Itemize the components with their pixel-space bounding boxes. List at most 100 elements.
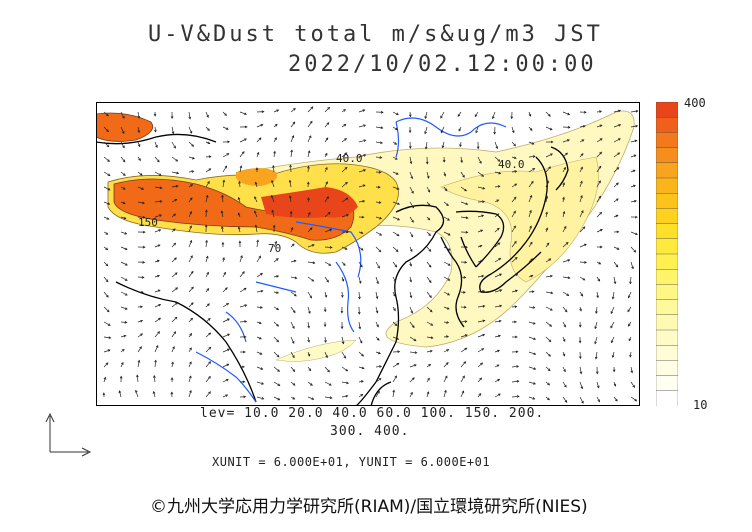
wind-arrowhead <box>479 244 483 248</box>
wind-arrow <box>103 111 109 117</box>
wind-arrow <box>290 291 297 297</box>
wind-arrow <box>273 109 279 113</box>
wind-arrowhead <box>599 151 603 155</box>
wind-arrowhead <box>595 311 598 315</box>
wind-arrowhead <box>482 333 486 337</box>
wind-arrowhead <box>237 196 241 200</box>
wind-arrow <box>205 111 209 118</box>
wind-arrowhead <box>440 130 444 134</box>
wind-arrowhead <box>581 400 584 404</box>
wind-arrow <box>137 201 145 204</box>
wind-arrowhead <box>511 130 515 134</box>
wind-arrowhead <box>595 371 599 375</box>
wind-arrow <box>239 271 245 278</box>
wind-arrowhead <box>409 295 413 299</box>
wind-arrowhead <box>379 365 383 368</box>
wind-arrowhead <box>243 335 247 339</box>
wind-arrow <box>256 137 262 143</box>
wind-arrowhead <box>440 115 443 119</box>
wind-arrowhead <box>159 200 163 203</box>
wind-arrow <box>358 246 364 251</box>
wind-arrowhead <box>514 240 517 244</box>
wind-arrowhead <box>106 309 110 313</box>
wind-arrowhead <box>174 316 178 320</box>
contour-levels-line2: 300. 400. <box>330 424 410 439</box>
wind-arrowhead <box>444 375 448 379</box>
wind-arrowhead <box>261 397 265 400</box>
wind-arrow <box>188 302 194 308</box>
wind-arrow <box>341 246 348 250</box>
wind-arrowhead <box>124 247 128 251</box>
wind-arrowhead <box>530 258 534 262</box>
wind-arrow <box>460 321 467 323</box>
wind-arrow <box>528 225 532 233</box>
wind-arrowhead <box>413 338 417 342</box>
wind-arrowhead <box>613 281 617 285</box>
wind-arrow <box>375 391 380 398</box>
wind-arrowhead <box>207 141 211 145</box>
wind-arrow <box>358 169 366 173</box>
wind-arrow <box>205 168 211 173</box>
wind-arrow <box>511 141 516 147</box>
wind-arrowhead <box>566 139 570 142</box>
wind-arrowhead <box>616 247 620 250</box>
wind-arrowhead <box>599 138 603 141</box>
wind-arrow <box>256 152 259 158</box>
wind-arrowhead <box>244 125 248 129</box>
wind-arrowhead <box>444 389 447 393</box>
wind-arrow <box>205 156 211 158</box>
wind-arrow <box>494 258 501 263</box>
wind-arrow <box>409 201 414 208</box>
wind-arrow <box>103 216 109 220</box>
wind-arrow <box>596 276 600 282</box>
wind-arrowhead <box>447 292 451 296</box>
wind-arrowhead <box>424 116 428 120</box>
wind-arrowhead <box>329 246 333 249</box>
wind-arrowhead <box>567 125 571 129</box>
wind-arrow <box>511 306 517 308</box>
wind-arrowhead <box>462 290 466 294</box>
wind-arrowhead <box>292 121 296 125</box>
wind-arrowhead <box>498 257 502 261</box>
wind-arrow <box>443 375 448 383</box>
wind-arrowhead <box>411 325 415 329</box>
wind-arrowhead <box>380 126 384 130</box>
wind-arrow <box>154 244 161 248</box>
wind-arrowhead <box>260 272 263 276</box>
wind-arrowhead <box>107 187 111 191</box>
wind-arrowhead <box>175 287 179 290</box>
wind-arrowhead <box>631 266 634 270</box>
wind-arrow <box>256 306 263 308</box>
wind-arrow <box>273 241 277 248</box>
wind-arrowhead <box>496 213 500 217</box>
wind-arrowhead <box>447 218 451 221</box>
wind-arrow <box>596 381 600 388</box>
wind-arrow <box>271 180 275 188</box>
wind-arrow <box>409 186 414 194</box>
wind-arrow <box>154 317 161 323</box>
wind-arrowhead <box>478 393 482 396</box>
wind-arrowhead <box>175 158 179 162</box>
wind-arrow <box>256 366 263 370</box>
wind-arrow <box>528 291 534 293</box>
wind-arrowhead <box>598 180 601 184</box>
wind-arrowhead <box>326 196 329 199</box>
wind-arrowhead <box>358 326 362 330</box>
wind-arrow <box>171 272 178 278</box>
wind-arrowhead <box>342 263 346 266</box>
wind-arrow <box>477 362 483 368</box>
wind-arrow <box>494 242 501 248</box>
wind-arrowhead <box>124 293 128 296</box>
wind-arrowhead <box>277 369 280 372</box>
wind-arrow <box>562 321 566 328</box>
colorbar-swatch <box>656 208 678 225</box>
wind-arrowhead <box>548 353 551 357</box>
wind-arrow <box>511 273 518 278</box>
wind-arrowhead <box>514 170 518 173</box>
wind-arrow <box>545 291 553 294</box>
wind-arrow <box>238 181 241 188</box>
wind-arrowhead <box>481 274 485 278</box>
wind-arrowhead <box>395 249 399 252</box>
wind-arrowhead <box>397 217 401 221</box>
wind-arrowhead <box>254 196 257 199</box>
